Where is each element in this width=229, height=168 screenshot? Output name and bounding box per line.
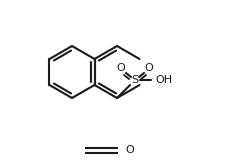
Text: O: O: [117, 63, 125, 73]
Text: S: S: [131, 75, 139, 85]
Text: OH: OH: [155, 75, 172, 85]
Text: O: O: [145, 63, 153, 73]
Text: O: O: [125, 145, 134, 155]
